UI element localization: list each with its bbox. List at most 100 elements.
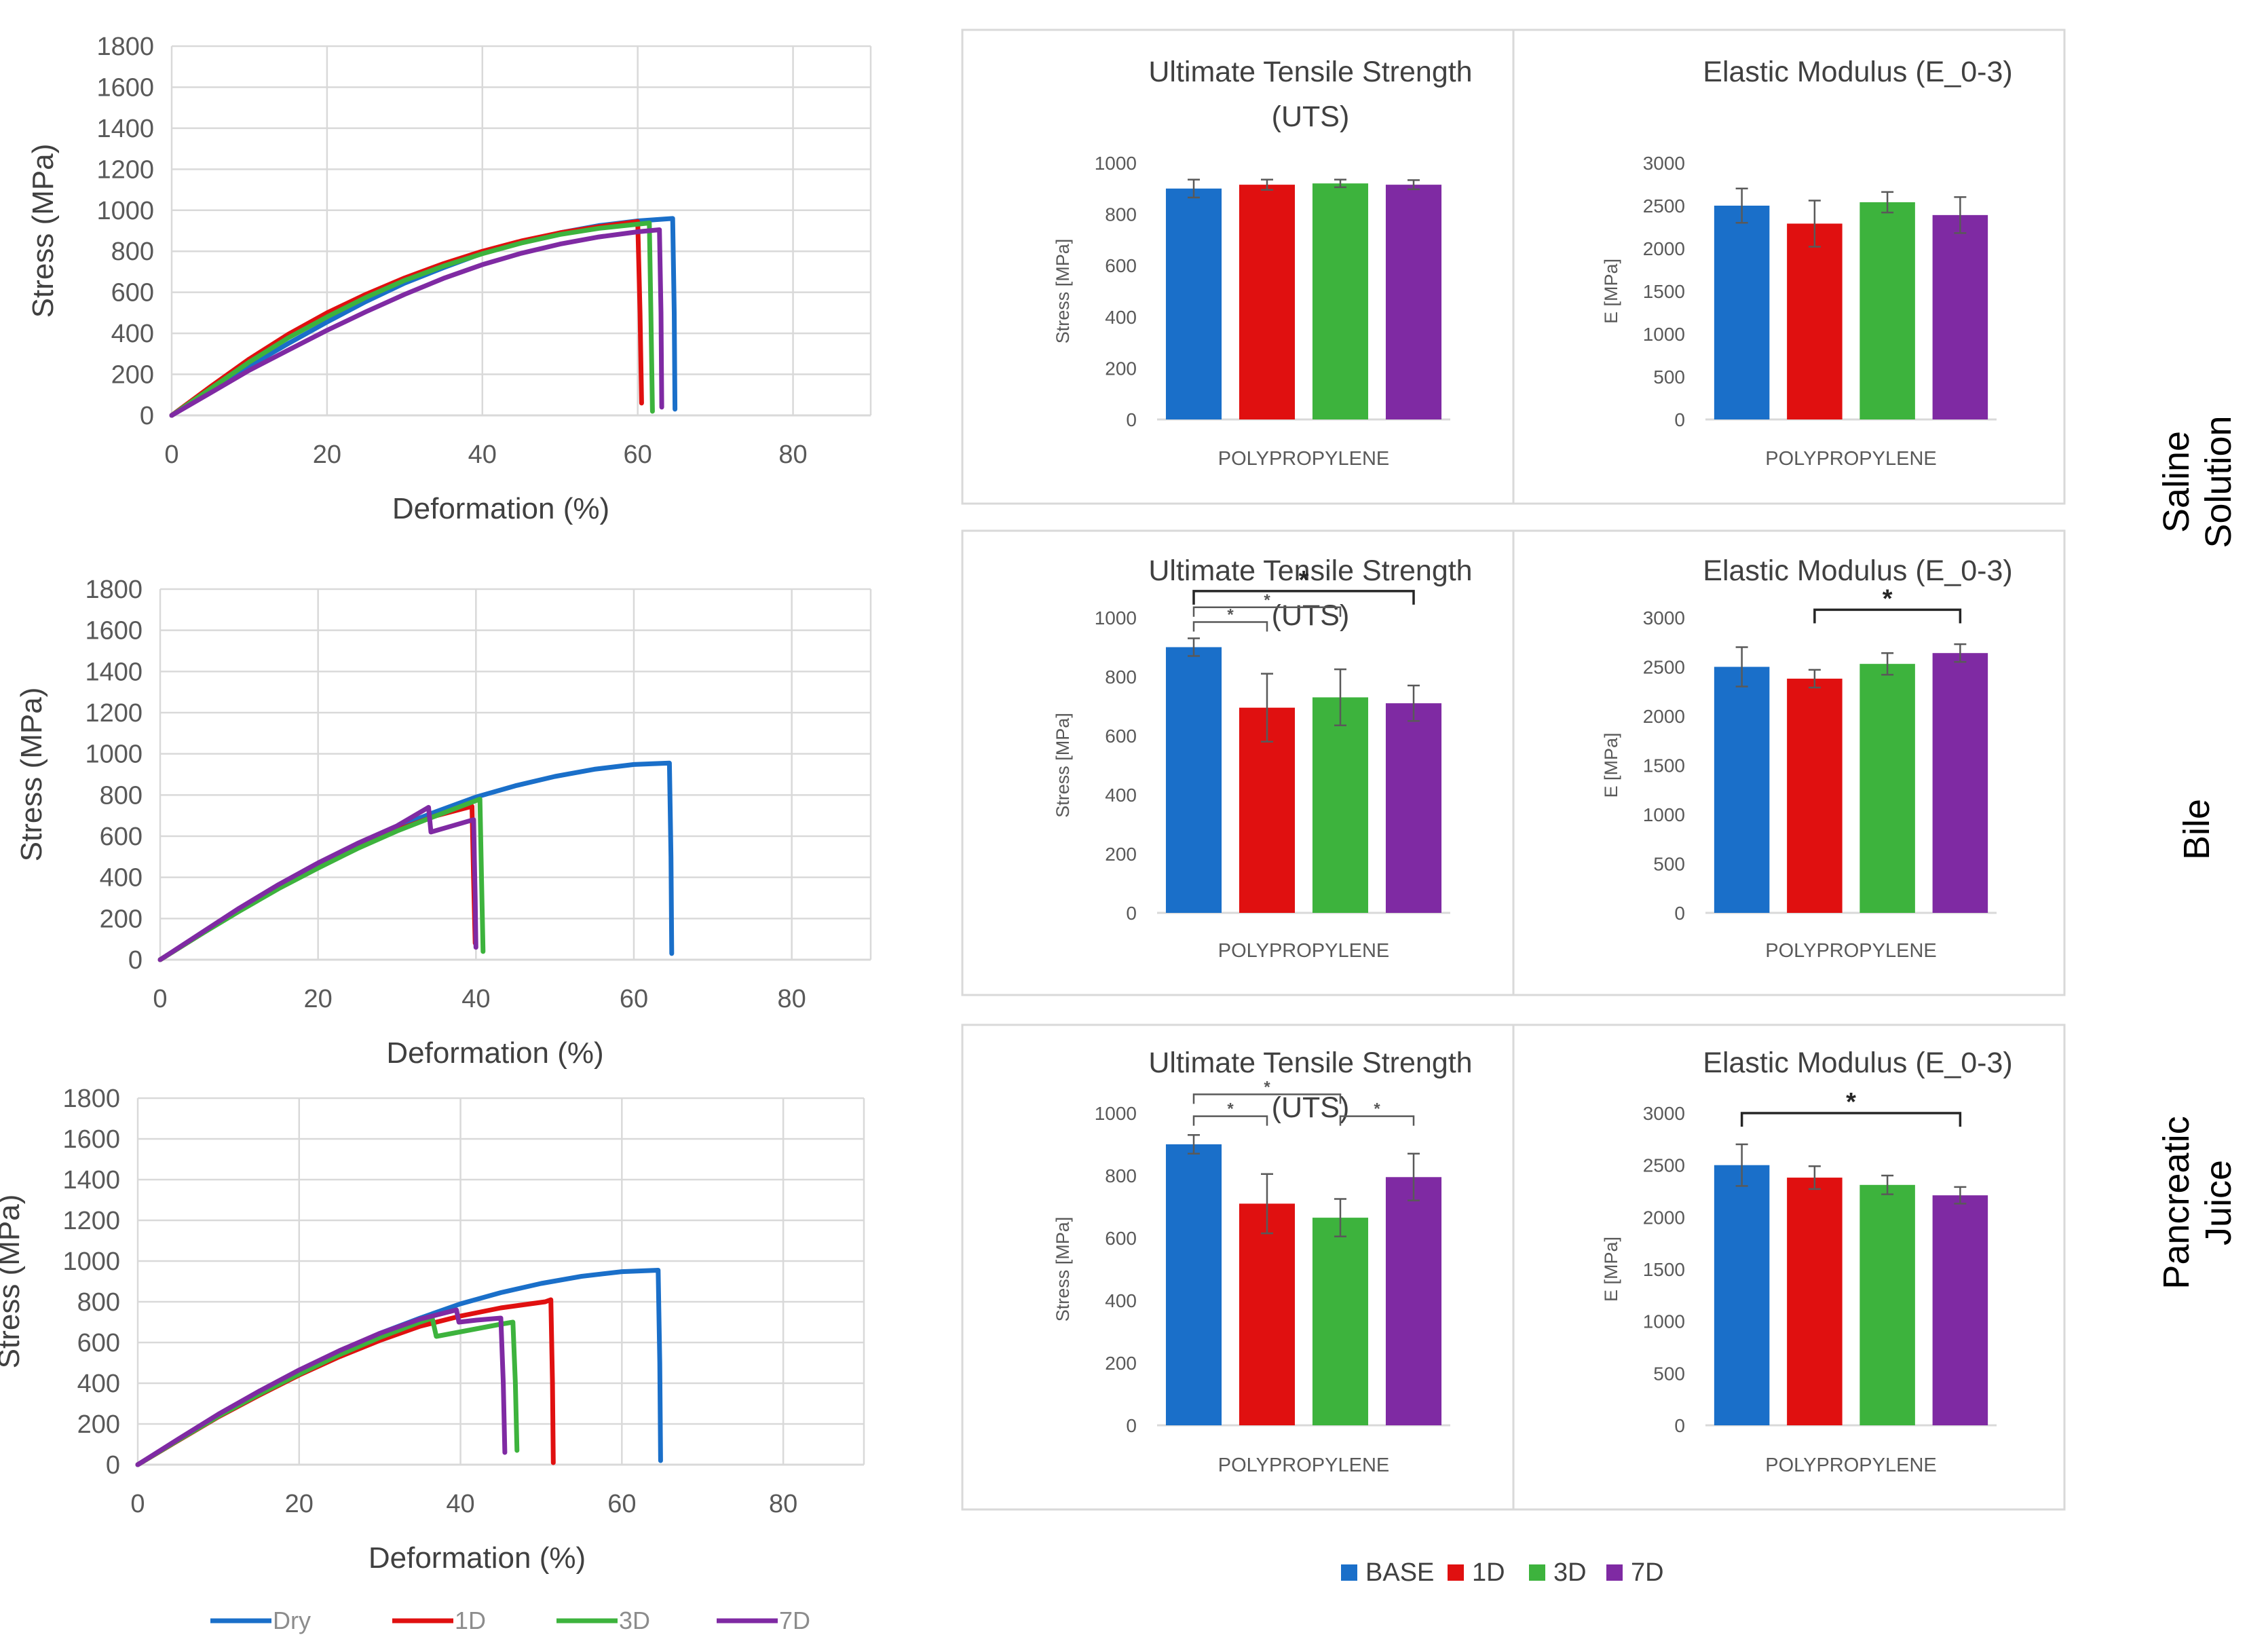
y-tick-label: 600 — [1105, 255, 1137, 276]
bar-7d — [1385, 703, 1442, 913]
y-tick-label: 1000 — [1095, 607, 1137, 628]
significance-bracket: * — [1192, 1078, 1342, 1104]
chart-title: Ultimate Tensile Strength — [1148, 1047, 1472, 1079]
bar-7d — [1932, 214, 1988, 419]
bar-3d — [1312, 183, 1369, 419]
y-tick-label: 400 — [100, 864, 143, 893]
legend-swatch — [1341, 1564, 1357, 1581]
y-axis-title: Stress [MPa] — [1053, 1217, 1073, 1322]
y-tick-label: 0 — [1674, 1415, 1685, 1436]
legend-label: 7D — [1631, 1558, 1664, 1587]
significance-bracket: * — [1192, 566, 1415, 605]
x-axis-title: Deformation (%) — [392, 492, 609, 525]
line-legend-item: 7D — [717, 1607, 810, 1634]
y-tick-label: 0 — [1674, 903, 1685, 924]
x-tick-label: 60 — [624, 440, 652, 469]
significance-bracket: * — [1740, 1088, 1962, 1127]
error-bar — [1261, 179, 1273, 191]
significance-star: * — [1227, 1100, 1234, 1119]
y-tick-label: 800 — [1105, 667, 1137, 688]
bracket-line — [1192, 1115, 1268, 1126]
bracket-line — [1339, 1115, 1415, 1126]
x-tick-label: 40 — [461, 985, 490, 1013]
chart-title: (UTS) — [1272, 1091, 1350, 1124]
line-legend-item: 1D — [392, 1607, 486, 1634]
y-tick-label: 1200 — [85, 699, 143, 728]
significance-star: * — [1374, 1100, 1380, 1119]
legend-label: 1D — [455, 1607, 486, 1634]
y-tick-label: 3000 — [1643, 1103, 1685, 1124]
row-label-text: Bile — [2176, 799, 2217, 860]
chart-title: Elastic Modulus (E_0-3) — [1703, 555, 2012, 587]
row-label-text: Solution — [2198, 415, 2239, 548]
y-tick-label: 800 — [77, 1288, 120, 1317]
y-tick-label: 200 — [1105, 1353, 1137, 1374]
x-tick-label: 40 — [446, 1490, 474, 1518]
bar-3d — [1859, 202, 1915, 419]
bar-base — [1714, 667, 1770, 913]
y-tick-label: 200 — [77, 1410, 120, 1439]
bar-base — [1165, 647, 1222, 913]
x-tick-label: 80 — [769, 1490, 797, 1518]
y-tick-label: 1200 — [96, 155, 154, 184]
y-tick-label: 400 — [111, 320, 154, 348]
row-label-text: Saline — [2156, 431, 2197, 533]
legend-label: Dry — [273, 1607, 311, 1634]
row-label-text: Juice — [2198, 1160, 2239, 1245]
bracket-line — [1813, 608, 1962, 624]
legend-label: 3D — [1553, 1558, 1587, 1587]
y-axis-title: Stress [MPa] — [1053, 239, 1073, 344]
bar-legend-item: 1D — [1448, 1558, 1505, 1587]
y-tick-label: 1000 — [1643, 804, 1685, 825]
error-bar — [1735, 187, 1748, 224]
y-tick-label: 1000 — [96, 197, 154, 225]
error-bar — [1954, 196, 1967, 234]
bar-legend-item: 7D — [1606, 1558, 1664, 1587]
legend-swatch — [1606, 1564, 1623, 1581]
x-axis-title: Deformation (%) — [386, 1036, 603, 1070]
y-tick-label: 0 — [1126, 409, 1137, 430]
x-tick-label: 80 — [778, 440, 807, 469]
legend-label: 7D — [779, 1607, 810, 1634]
error-bar — [1881, 191, 1894, 214]
bar-chart: Ultimate Tensile Strength (UTS) 0 200 400 600… — [961, 29, 1515, 505]
legend-label: BASE — [1365, 1558, 1434, 1587]
chart-title: Elastic Modulus (E_0-3) — [1703, 1047, 2012, 1079]
stress-strain-chart: 0 200 400 600 800 1000 1200 1400 1600 1800 0 20 40 60… — [26, 33, 872, 525]
bar-chart: Elastic Modulus (E_0-3) 0 500 1000 1500 2000 2… — [1512, 529, 2066, 996]
category-label: POLYPROPYLENE — [1765, 448, 1937, 470]
line-legend: Dry 1D 3D 7D — [210, 1607, 810, 1634]
x-tick-label: 20 — [285, 1490, 314, 1518]
bracket-line — [1192, 1093, 1342, 1104]
y-tick-label: 3000 — [1643, 153, 1685, 174]
bar-chart: Ultimate Tensile Strength (UTS) 0 200 400 600… — [961, 1024, 1515, 1511]
y-tick-label: 400 — [77, 1370, 120, 1398]
error-bar — [1188, 179, 1200, 199]
y-tick-label: 1400 — [96, 115, 154, 143]
row-label: Pancreatic Juice — [2156, 1116, 2239, 1289]
y-axis-title: Stress (MPa) — [0, 1195, 26, 1369]
x-tick-label: 20 — [313, 440, 341, 469]
y-tick-label: 1500 — [1643, 281, 1685, 302]
y-tick-label: 600 — [77, 1329, 120, 1357]
error-bar — [1808, 669, 1821, 689]
y-axis-title: Stress (MPa) — [26, 144, 60, 318]
series-line-dry — [157, 760, 675, 962]
bracket-line — [1192, 621, 1268, 632]
y-tick-label: 200 — [1105, 844, 1137, 865]
error-bar — [1808, 200, 1821, 248]
y-tick-label: 2000 — [1643, 1207, 1685, 1228]
y-tick-label: 400 — [1105, 785, 1137, 806]
bar-base — [1165, 1144, 1222, 1425]
significance-star: * — [1264, 1078, 1270, 1096]
error-bar — [1735, 646, 1748, 688]
y-tick-label: 3000 — [1643, 607, 1685, 628]
error-bar — [1808, 1165, 1821, 1190]
significance-star: * — [1883, 584, 1893, 613]
bar-legend: BASE 1D 3D 7D — [1341, 1558, 1664, 1587]
error-bar — [1735, 1143, 1748, 1187]
y-tick-label: 600 — [1105, 726, 1137, 747]
x-axis-title: Deformation (%) — [369, 1541, 586, 1575]
error-bar — [1261, 673, 1273, 743]
